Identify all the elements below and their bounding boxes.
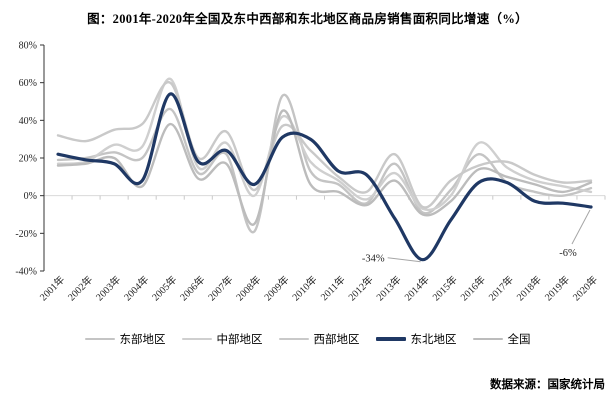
legend-swatch-west — [278, 337, 309, 341]
y-axis-label: 40% — [19, 116, 37, 127]
legend-item-east: 东部地区 — [84, 331, 166, 347]
series-line-national — [56, 109, 593, 226]
legend-item-northeast: 东北地区 — [375, 331, 457, 347]
x-axis-label: 2019年 — [542, 273, 572, 303]
legend-label-national: 全国 — [507, 334, 531, 346]
annotation-label: -6% — [559, 248, 577, 259]
legend-label-east: 东部地区 — [119, 334, 166, 346]
y-axis-label: 20% — [19, 154, 37, 165]
x-axis-label: 2009年 — [261, 273, 291, 303]
legend-item-central: 中部地区 — [181, 331, 263, 347]
annotation-leader — [387, 257, 421, 263]
x-axis-label: 2010年 — [289, 273, 319, 303]
x-axis-label: 2006年 — [177, 273, 207, 303]
legend-item-national: 全国 — [472, 331, 531, 347]
x-axis-label: 2001年 — [37, 273, 67, 303]
legend-swatch-northeast — [375, 337, 406, 341]
source-note: 数据来源：国家统计局 — [490, 379, 605, 391]
y-axis-label: -40% — [15, 267, 37, 278]
legend: 东部地区 中部地区 西部地区 东北地区 全国 — [0, 331, 615, 347]
x-axis-label: 2013年 — [373, 273, 403, 303]
series-line-central — [56, 77, 593, 212]
x-axis-label: 2015年 — [429, 273, 459, 303]
series-line-northeast — [56, 92, 593, 262]
x-axis-label: 2011年 — [317, 273, 347, 303]
series-line-west — [56, 81, 593, 209]
y-axis-label: -20% — [15, 229, 37, 240]
y-axis-label: 0% — [24, 191, 37, 202]
x-axis-label: 2004年 — [121, 273, 151, 303]
x-axis-label: 2008年 — [233, 273, 263, 303]
x-axis-label: 2020年 — [570, 273, 600, 303]
annotation-label: -34% — [362, 254, 385, 265]
legend-item-west: 西部地区 — [278, 331, 360, 347]
x-axis-label: 2017年 — [486, 273, 516, 303]
x-axis-label: 2007年 — [205, 273, 235, 303]
legend-swatch-east — [84, 337, 115, 341]
chart-title: 图：2001年-2020年全国及东中西部和东北地区商品房销售面积同比增速（%） — [87, 12, 528, 26]
x-axis-label: 2012年 — [345, 273, 375, 303]
legend-label-central: 中部地区 — [216, 334, 263, 346]
x-axis-label: 2003年 — [93, 273, 123, 303]
annotation-leader — [571, 209, 591, 245]
legend-swatch-central — [181, 337, 212, 341]
x-axis-label: 2016年 — [457, 273, 487, 303]
x-axis-label: 2018年 — [514, 273, 544, 303]
x-axis-label: 2014年 — [401, 273, 431, 303]
x-axis-label: 2002年 — [65, 273, 95, 303]
legend-swatch-national — [472, 337, 503, 341]
x-axis-label: 2005年 — [149, 273, 179, 303]
y-axis-label: 80% — [19, 41, 37, 52]
y-axis-label: 60% — [19, 78, 37, 89]
legend-label-west: 西部地区 — [313, 334, 360, 346]
legend-label-northeast: 东北地区 — [410, 334, 457, 346]
